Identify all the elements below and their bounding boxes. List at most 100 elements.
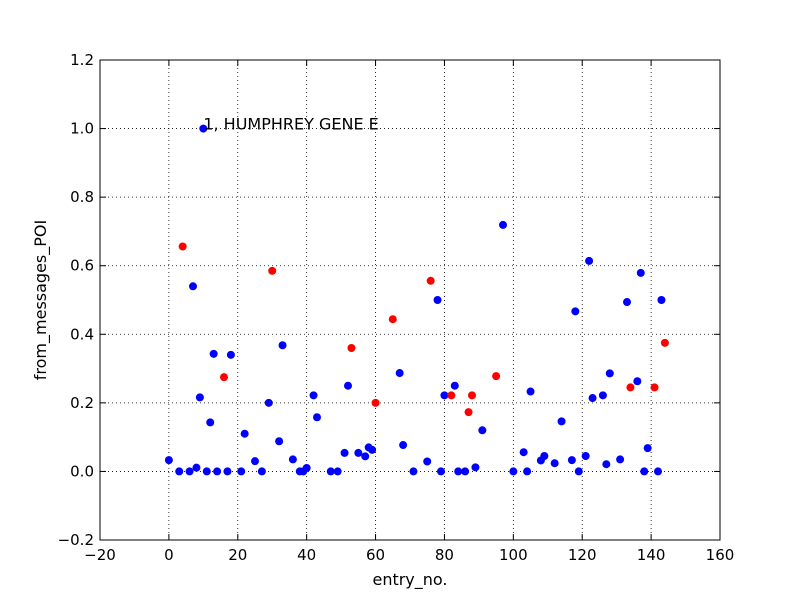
red-data-point xyxy=(468,391,476,400)
y-tick-label: 1.2 xyxy=(70,51,94,69)
blue-data-point xyxy=(602,460,611,469)
point-annotation: 1, HUMPHREY GENE E xyxy=(203,115,378,134)
x-tick-label: 100 xyxy=(499,546,528,564)
blue-data-point xyxy=(605,369,614,378)
blue-data-point xyxy=(588,394,597,403)
blue-data-point xyxy=(251,457,259,466)
blue-data-point xyxy=(209,349,218,358)
y-tick-label: 0.4 xyxy=(70,325,94,343)
blue-data-point xyxy=(540,452,549,460)
blue-data-point xyxy=(240,429,249,438)
y-tick-label: 0.0 xyxy=(70,462,94,480)
blue-data-point xyxy=(395,369,404,378)
blue-data-point xyxy=(550,459,559,468)
x-tick-label: 80 xyxy=(435,546,454,564)
blue-data-point xyxy=(409,467,418,476)
blue-data-point xyxy=(557,417,566,426)
blue-data-point xyxy=(313,413,321,422)
red-data-point xyxy=(268,266,277,275)
blue-data-point xyxy=(450,381,459,390)
blue-data-point xyxy=(636,268,645,277)
blue-data-point xyxy=(309,391,318,400)
blue-data-point xyxy=(223,467,232,476)
blue-data-point xyxy=(399,441,408,450)
x-tick-label: 20 xyxy=(228,546,247,564)
blue-data-point xyxy=(206,418,215,427)
blue-data-point xyxy=(433,296,442,304)
blue-data-point xyxy=(264,398,273,407)
blue-data-point xyxy=(278,341,287,350)
blue-data-point xyxy=(164,456,173,465)
blue-data-point xyxy=(288,455,297,464)
blue-data-point xyxy=(581,452,590,460)
blue-data-point xyxy=(616,455,625,464)
blue-data-point xyxy=(519,448,528,457)
x-tick-label: 160 xyxy=(706,546,735,564)
red-data-point xyxy=(626,383,635,392)
red-data-point xyxy=(447,391,456,400)
x-tick-label: 140 xyxy=(637,546,666,564)
x-tick-label: −20 xyxy=(84,546,116,564)
blue-data-point xyxy=(499,220,507,229)
blue-data-point xyxy=(440,391,449,400)
blue-data-point xyxy=(189,282,197,291)
blue-data-point xyxy=(302,464,311,472)
blue-data-point xyxy=(471,463,480,472)
blue-data-point xyxy=(571,307,580,316)
y-tick-label: −0.2 xyxy=(58,531,94,549)
x-tick-label: 0 xyxy=(164,546,174,564)
blue-data-point xyxy=(361,452,370,461)
blue-data-point xyxy=(574,467,583,476)
y-tick-label: 0.2 xyxy=(70,394,94,412)
red-data-point xyxy=(492,372,501,381)
blue-data-point xyxy=(643,444,652,453)
blue-data-point xyxy=(461,467,470,476)
frame-layer xyxy=(99,59,721,541)
x-tick-label: 120 xyxy=(568,546,597,564)
blue-data-point xyxy=(478,426,487,435)
blue-data-point xyxy=(368,445,377,454)
blue-data-point xyxy=(257,467,266,476)
red-data-point xyxy=(660,338,669,347)
blue-data-point xyxy=(333,467,342,476)
x-tick-label: 60 xyxy=(366,546,385,564)
blue-data-point xyxy=(567,456,576,465)
blue-data-point xyxy=(192,463,201,472)
blue-data-point xyxy=(640,467,649,476)
blue-data-point xyxy=(226,350,235,359)
red-data-point xyxy=(426,276,435,285)
blue-data-point xyxy=(326,467,335,476)
blue-data-point xyxy=(598,391,607,400)
red-data-point xyxy=(347,344,356,352)
blue-data-point xyxy=(423,457,432,466)
plot-frame xyxy=(99,59,721,541)
red-data-point xyxy=(464,408,473,417)
y-tick-label: 0.6 xyxy=(70,257,94,275)
y-tick-label: 1.0 xyxy=(70,120,94,138)
blue-data-point xyxy=(523,467,532,476)
red-data-point xyxy=(220,373,228,382)
blue-data-point xyxy=(633,377,642,386)
blue-data-point xyxy=(213,467,222,476)
blue-data-point xyxy=(195,393,204,402)
blue-data-point xyxy=(340,448,349,457)
blue-data-point xyxy=(437,467,445,476)
blue-data-point xyxy=(275,437,284,446)
blue-data-point xyxy=(657,296,666,304)
red-data-point xyxy=(371,398,380,407)
points-layer xyxy=(164,124,669,476)
blue-data-point xyxy=(454,467,463,476)
blue-data-point xyxy=(623,298,631,307)
blue-data-point xyxy=(237,467,246,476)
blue-data-point xyxy=(526,387,535,396)
blue-data-point xyxy=(185,467,194,476)
x-tick-label: 40 xyxy=(297,546,316,564)
annotation-layer: 1, HUMPHREY GENE E xyxy=(203,115,378,134)
red-data-point xyxy=(650,383,659,392)
ticks-layer: −20 0 20 40 60 80 100 120 140 160 −0.2 0.0 0.2 0.4 0.6… xyxy=(58,51,735,564)
blue-data-point xyxy=(585,256,594,265)
x-axis-label: entry_no. xyxy=(372,570,447,590)
red-data-point xyxy=(388,315,397,324)
